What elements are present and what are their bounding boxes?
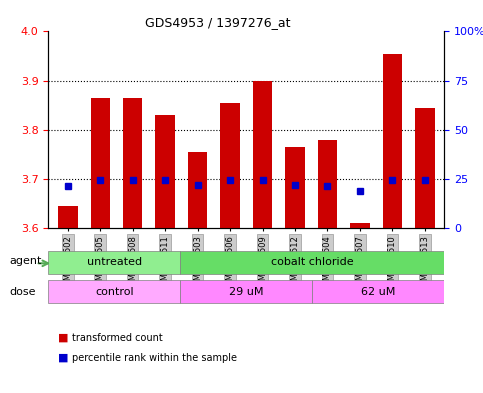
FancyBboxPatch shape (313, 280, 444, 303)
Bar (58, 206, 77, 228)
Text: cobalt chloride: cobalt chloride (271, 257, 354, 267)
Text: agent: agent (10, 256, 42, 266)
Bar (350, 223, 369, 228)
Bar (123, 98, 142, 228)
Bar (220, 103, 240, 228)
Text: transformed count: transformed count (72, 333, 163, 343)
Bar (253, 81, 272, 228)
Text: untreated: untreated (87, 257, 142, 267)
Bar (90, 98, 110, 228)
Text: GDS4953 / 1397276_at: GDS4953 / 1397276_at (144, 16, 290, 29)
Text: dose: dose (10, 286, 36, 297)
Bar (383, 53, 402, 228)
Text: control: control (95, 287, 134, 297)
Text: ■: ■ (58, 333, 69, 343)
Bar (188, 152, 207, 228)
Text: 29 uM: 29 uM (229, 287, 264, 297)
Bar (156, 115, 175, 228)
FancyBboxPatch shape (48, 251, 180, 274)
FancyBboxPatch shape (180, 251, 444, 274)
Bar (415, 108, 435, 228)
FancyBboxPatch shape (48, 280, 180, 303)
Bar (285, 147, 305, 228)
Bar (318, 140, 337, 228)
Text: ■: ■ (58, 353, 69, 363)
FancyBboxPatch shape (180, 280, 313, 303)
Text: 62 uM: 62 uM (361, 287, 396, 297)
Text: percentile rank within the sample: percentile rank within the sample (72, 353, 238, 363)
